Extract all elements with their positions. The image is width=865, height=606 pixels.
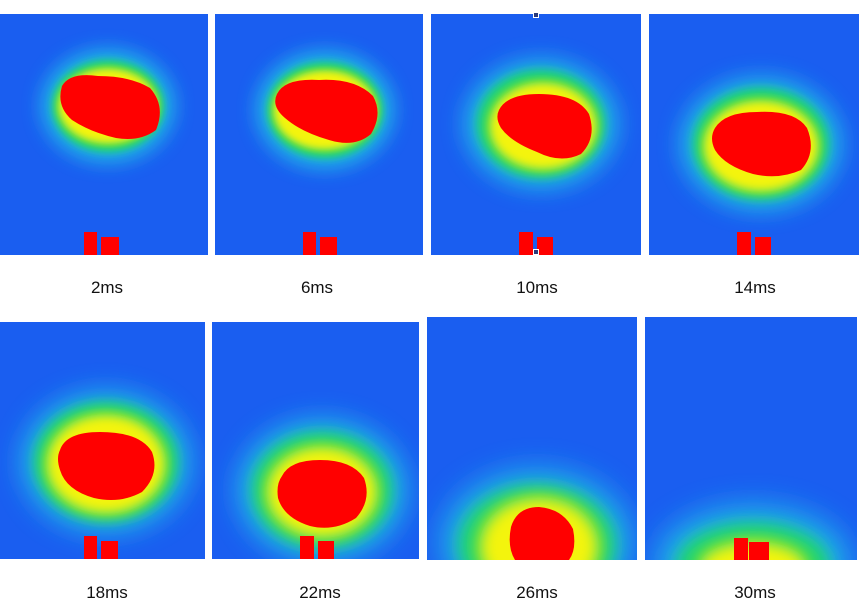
- caption-18ms: 18ms: [86, 583, 128, 602]
- caption-10ms: 10ms: [516, 278, 558, 297]
- caption-14ms: 14ms: [734, 278, 776, 297]
- thermal-image-2ms: [0, 14, 208, 255]
- caption-30ms: 30ms: [734, 583, 776, 602]
- thermal-image-10ms: [431, 14, 641, 255]
- frame-26ms: [427, 317, 637, 560]
- thermal-image-6ms: [215, 14, 423, 255]
- frame-30ms: [645, 317, 857, 560]
- caption-2ms: 2ms: [90, 278, 124, 297]
- frame-14ms: [649, 14, 859, 255]
- caption-26ms: 26ms: [516, 583, 558, 602]
- thermal-image-30ms: [645, 317, 857, 560]
- caption-6ms: 6ms: [300, 278, 334, 297]
- frame-2ms: [0, 14, 208, 255]
- thermal-image-18ms: [0, 322, 205, 559]
- thermal-image-22ms: [212, 322, 419, 559]
- frame-10ms: [431, 14, 641, 255]
- caption-22ms: 22ms: [299, 583, 341, 602]
- thermal-image-14ms: [649, 14, 859, 255]
- frame-6ms: [215, 14, 423, 255]
- top-marker: [533, 12, 539, 18]
- thermal-image-26ms: [427, 317, 637, 560]
- bottom-marker: [533, 249, 539, 255]
- frame-18ms: [0, 322, 205, 559]
- frame-22ms: [212, 322, 419, 559]
